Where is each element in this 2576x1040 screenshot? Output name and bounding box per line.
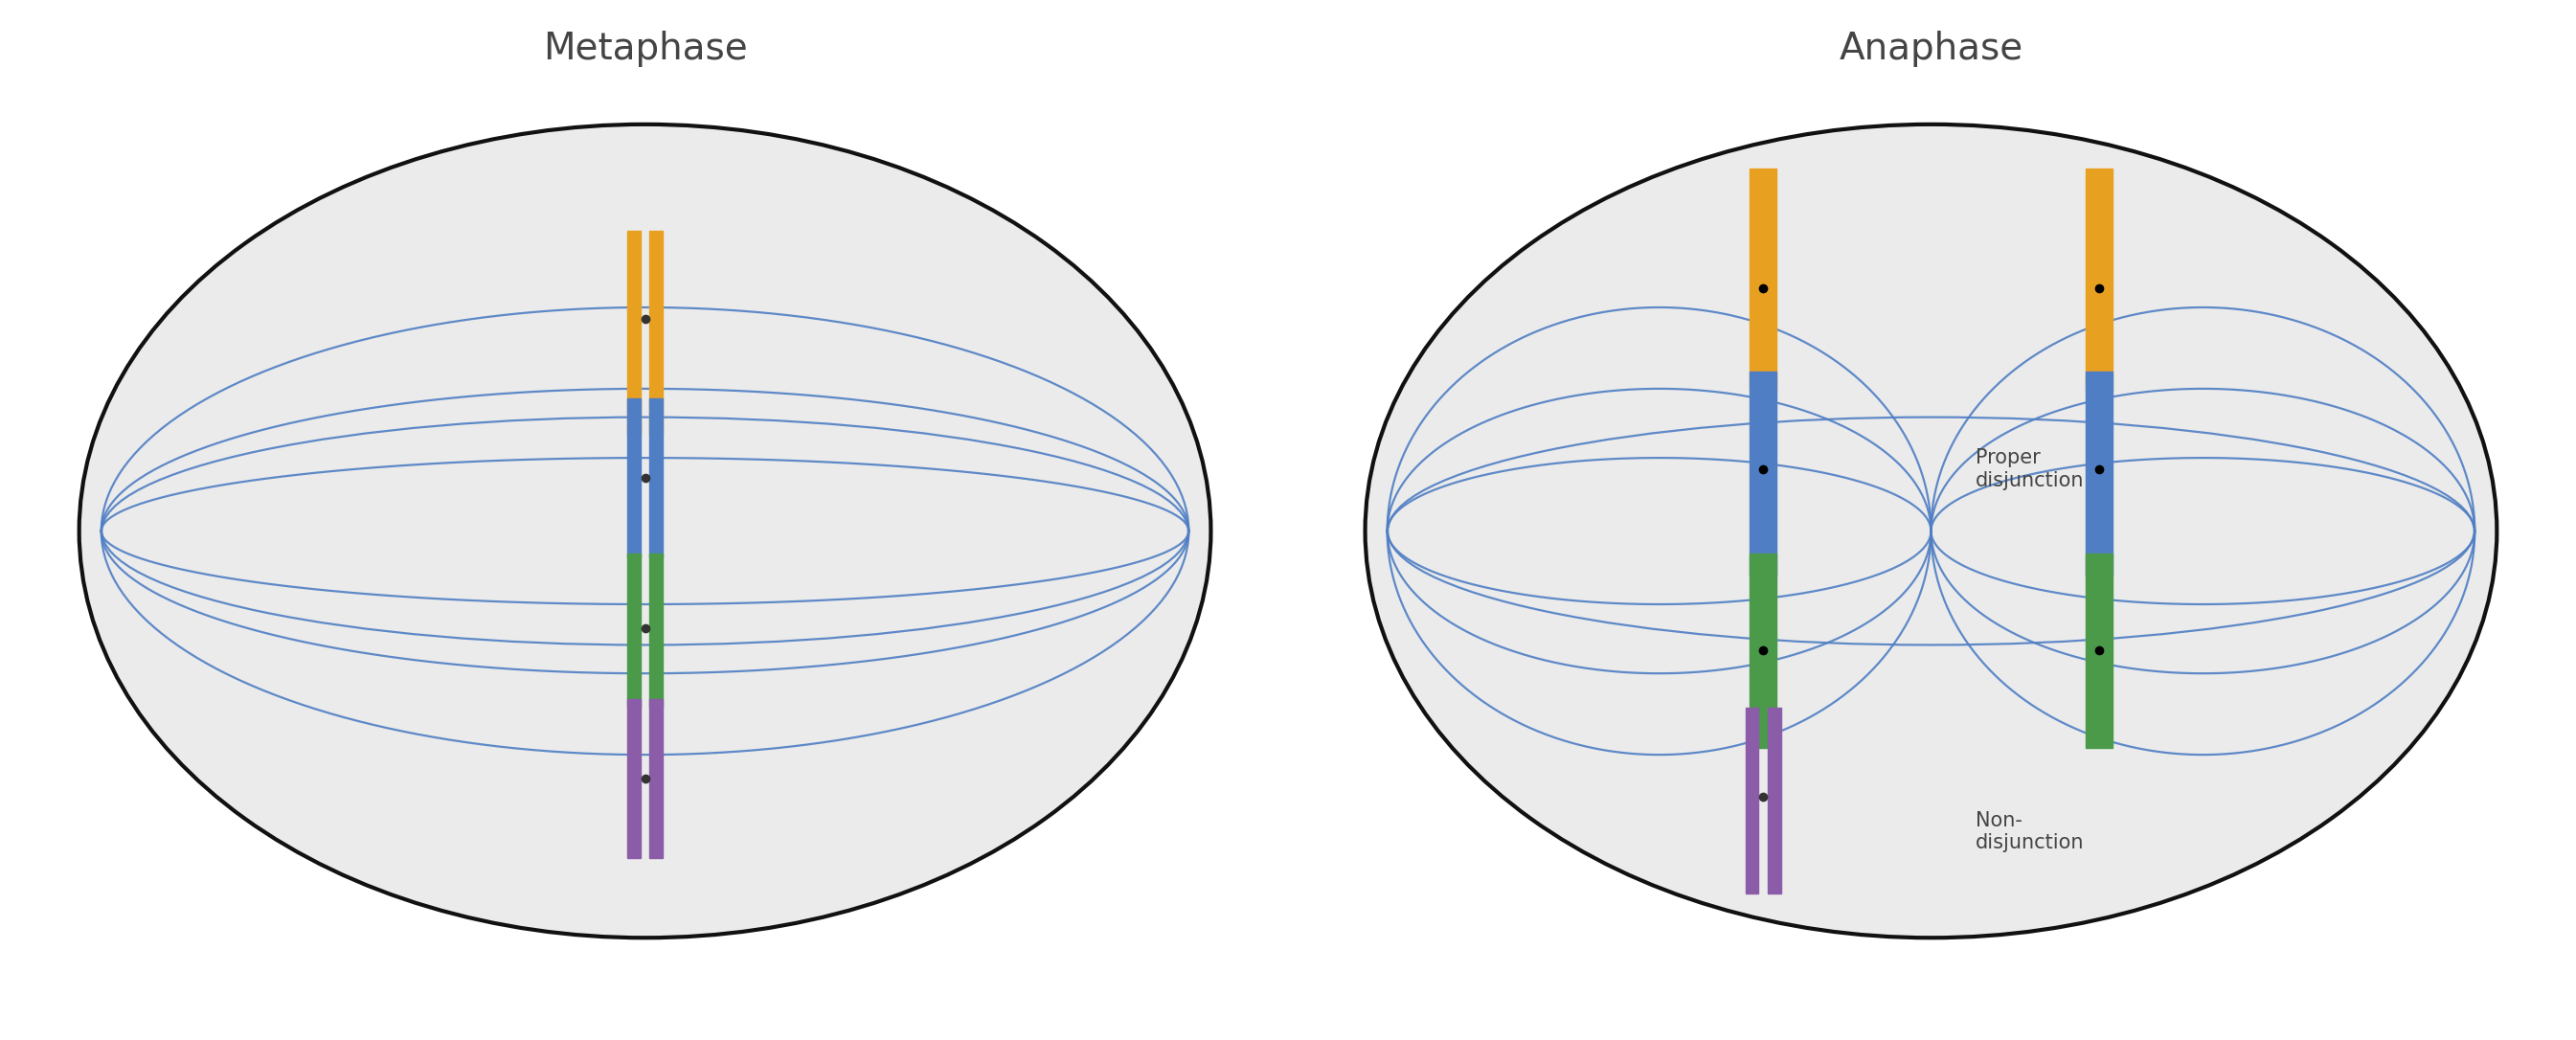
Ellipse shape bbox=[80, 125, 1211, 938]
Bar bbox=[649, 231, 662, 434]
Bar bbox=[2087, 553, 2112, 748]
Ellipse shape bbox=[1365, 125, 2496, 938]
Bar bbox=[1749, 372, 1777, 575]
Bar bbox=[2087, 372, 2112, 575]
Bar bbox=[2087, 168, 2112, 390]
Text: Anaphase: Anaphase bbox=[1839, 30, 2022, 67]
Bar bbox=[1749, 553, 1777, 748]
Bar bbox=[629, 231, 641, 434]
Bar bbox=[629, 398, 641, 557]
Text: Proper
disjunction: Proper disjunction bbox=[1976, 448, 2084, 490]
Bar bbox=[1749, 168, 1777, 390]
Bar bbox=[649, 699, 662, 858]
Bar bbox=[629, 699, 641, 858]
Bar bbox=[649, 398, 662, 557]
Text: Metaphase: Metaphase bbox=[544, 30, 747, 67]
Bar bbox=[1767, 708, 1780, 893]
Text: Non-
disjunction: Non- disjunction bbox=[1976, 811, 2084, 853]
Bar bbox=[649, 553, 662, 708]
Bar bbox=[629, 553, 641, 708]
Bar bbox=[1747, 708, 1759, 893]
